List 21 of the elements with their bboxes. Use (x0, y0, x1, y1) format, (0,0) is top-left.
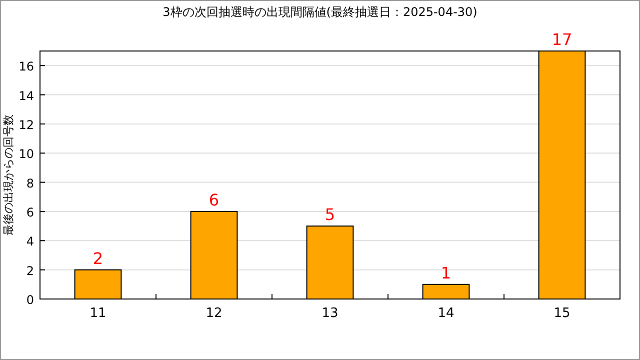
data-label: 6 (208, 190, 220, 210)
x-tick-label: 13 (322, 306, 338, 321)
chart-title: 3枠の次回抽選時の出現間隔値(最終抽選日：2025-04-30) (162, 5, 478, 19)
data-label: 5 (324, 205, 336, 224)
y-tick-label: 8 (26, 176, 34, 190)
y-tick-label: 10 (18, 147, 34, 162)
data-label: 2 (92, 248, 104, 268)
y-tick-label: 12 (18, 118, 34, 132)
x-tick-label: 11 (90, 306, 106, 321)
y-axis-title: 最後の出現からの回号数 (2, 114, 15, 236)
y-tick-label: 0 (26, 293, 34, 307)
data-label: 1 (440, 263, 452, 282)
x-tick-label: 12 (206, 306, 222, 321)
y-tick-label: 14 (18, 88, 34, 103)
y-tick-label: 2 (26, 264, 34, 278)
y-tick-label: 6 (26, 205, 34, 220)
y-tick-label: 16 (18, 60, 34, 74)
data-label: 17 (552, 30, 572, 49)
x-tick-label: 14 (438, 306, 454, 321)
y-tick-label: 4 (26, 234, 34, 249)
x-tick-label: 15 (554, 306, 570, 321)
